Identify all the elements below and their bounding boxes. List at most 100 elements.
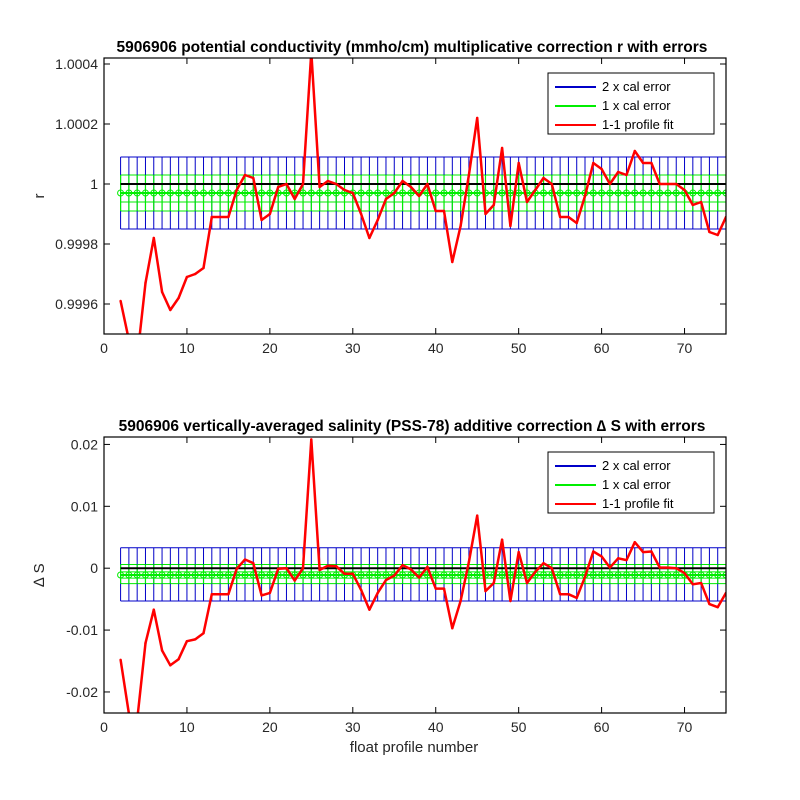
x-tick-label: 60: [594, 719, 610, 735]
fit-point: [467, 173, 471, 177]
fit-point: [608, 182, 612, 186]
legend-bottom: 2 x cal error 1 x cal error 1-1 profile …: [547, 451, 715, 514]
chart-bottom: 0 10 20 30 40 50 60 70 -0.02 -0.01 0 0.01 0.02 59069…: [31, 418, 727, 756]
legend-label-2x-top: 2 x cal error: [602, 79, 671, 94]
fit-point: [633, 541, 636, 544]
fit-point: [558, 592, 562, 596]
fit-point: [534, 188, 537, 192]
fit-point: [442, 587, 446, 590]
fit-point: [260, 218, 263, 222]
fit-point: [459, 224, 462, 228]
x-tick-label: 40: [428, 719, 444, 735]
fit-point: [194, 638, 197, 641]
fit-point: [268, 212, 272, 216]
fit-point: [708, 230, 711, 234]
fit-point: [218, 215, 222, 219]
y-tick-label: -0.01: [66, 622, 98, 638]
fit-point: [534, 570, 537, 574]
fit-point: [185, 275, 189, 279]
legend-label-fit-bottom: 1-1 profile fit: [602, 496, 674, 511]
chart-title-bottom: 5906906 vertically-averaged salinity (PS…: [119, 418, 706, 435]
x-tick-label: 60: [594, 340, 610, 356]
x-tick-label: 10: [179, 340, 195, 356]
fit-point: [243, 558, 247, 561]
fit-point: [326, 564, 330, 567]
fit-point: [641, 550, 645, 554]
fit-point: [583, 575, 587, 579]
fit-point: [658, 566, 661, 569]
fit-point: [409, 568, 413, 571]
fit-point: [318, 185, 321, 189]
fit-point: [119, 299, 122, 303]
fit-point: [384, 578, 388, 582]
fit-point: [451, 627, 454, 630]
fit-point: [451, 260, 454, 264]
fit-point: [525, 200, 529, 204]
fit-point: [359, 212, 363, 216]
fit-point: [467, 560, 471, 564]
fit-point: [160, 290, 164, 294]
y-tick-label: 0: [90, 560, 98, 576]
x-tick-label: 10: [179, 719, 195, 735]
fit-point: [194, 272, 197, 276]
y-axis-label-top: r: [31, 194, 48, 199]
x-tick-label: 70: [677, 340, 693, 356]
fit-point: [335, 182, 338, 186]
fit-point: [567, 215, 570, 219]
chart-title-top: 5906906 potential conductivity (mmho/cm)…: [117, 39, 708, 56]
fit-point: [542, 562, 545, 565]
x-tick-label: 0: [100, 719, 108, 735]
fit-point: [484, 212, 487, 216]
fit-point: [152, 608, 155, 611]
fit-point: [119, 658, 122, 661]
fit-point: [177, 296, 180, 300]
legend-top: 2 x cal error 1 x cal error 1-1 profile …: [547, 72, 715, 135]
fit-point: [675, 182, 678, 186]
y-tick-label: 0.01: [71, 498, 98, 514]
x-tick-label: 30: [345, 340, 361, 356]
x-tick-label: 20: [262, 340, 278, 356]
fit-point: [683, 188, 686, 192]
fit-point: [401, 179, 404, 183]
fit-point: [476, 514, 479, 517]
fit-point: [169, 664, 172, 667]
fit-point: [169, 308, 172, 312]
fit-point: [592, 550, 595, 553]
x-tick-label: 30: [345, 719, 361, 735]
fit-point: [434, 209, 437, 213]
fit-point: [683, 571, 686, 575]
fit-point: [492, 203, 495, 207]
fit-point: [285, 566, 288, 570]
fit-point: [293, 197, 296, 201]
fit-point: [434, 587, 437, 590]
fit-point: [625, 558, 628, 562]
fit-point: [227, 215, 230, 219]
y-tick-label: 1.0004: [55, 56, 98, 72]
fit-point: [417, 576, 421, 579]
x-axis-label-bottom: float profile number: [350, 739, 478, 756]
fit-point: [525, 581, 529, 585]
fit-point: [235, 567, 238, 571]
fit-point: [252, 176, 255, 180]
fit-point: [699, 581, 703, 585]
fit-point: [666, 182, 670, 186]
fit-point: [616, 170, 620, 174]
axes-box-top: [103, 57, 727, 335]
fit-point: [235, 188, 238, 192]
fit-point: [351, 191, 354, 195]
fit-point: [318, 568, 321, 572]
fit-point: [260, 594, 263, 597]
x-tick-label: 50: [511, 719, 527, 735]
fit-point: [243, 173, 247, 177]
fit-point: [459, 599, 462, 603]
fit-point: [650, 161, 653, 165]
fit-point: [509, 599, 512, 603]
fit-point: [393, 574, 396, 577]
fit-point: [310, 438, 313, 441]
fit-point: [492, 581, 495, 585]
fit-point: [716, 605, 719, 609]
fit-point: [210, 592, 214, 596]
profile-fit-line-top: [119, 58, 726, 334]
fit-point: [691, 203, 695, 207]
